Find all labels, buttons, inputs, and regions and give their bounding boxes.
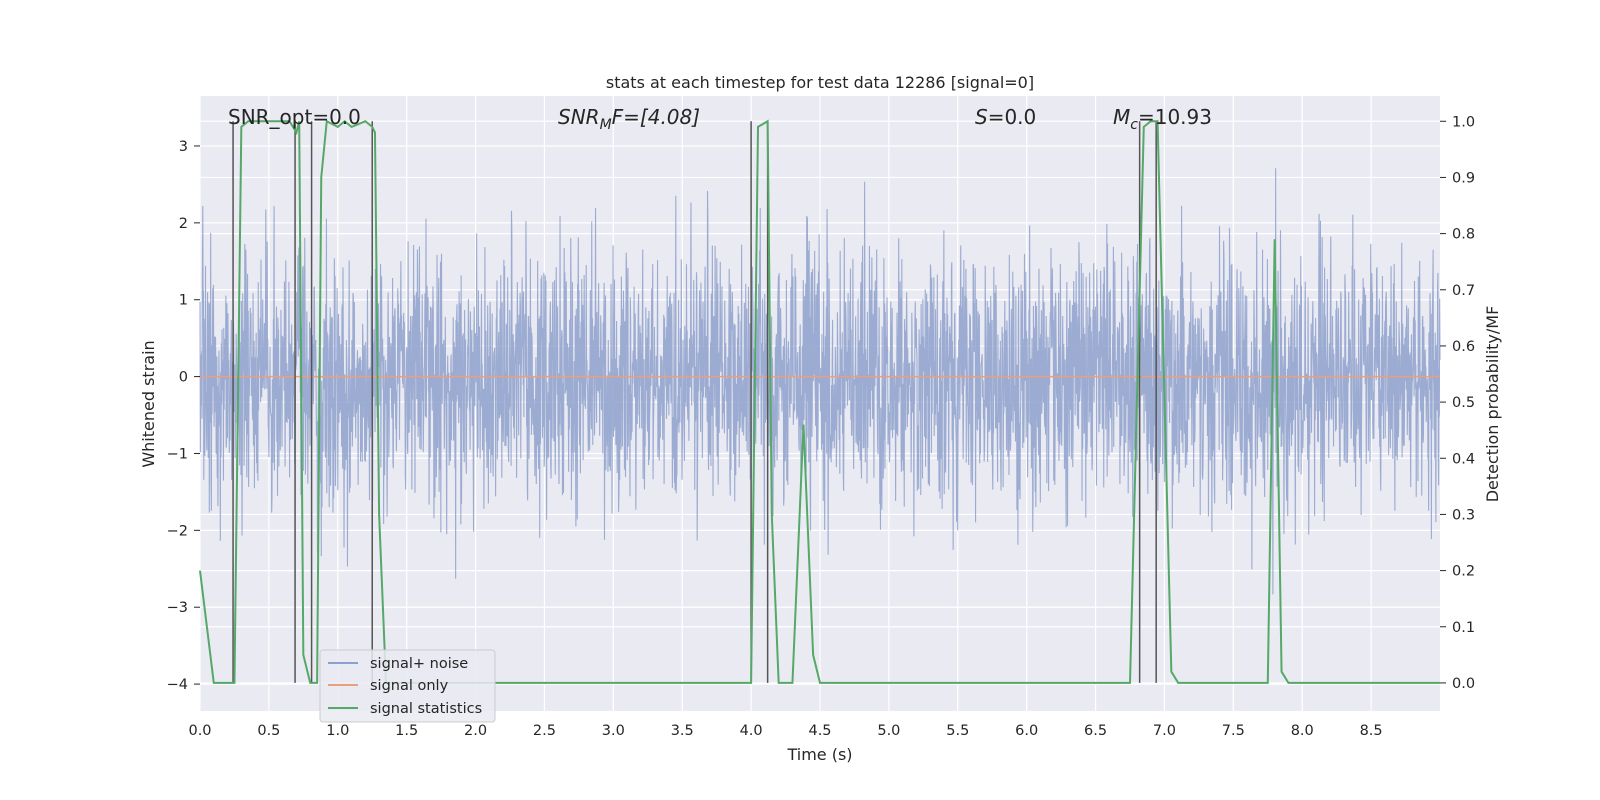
legend-label-signal-noise: signal+ noise: [370, 656, 468, 672]
annotation-snr-mf: SNRMF=[4.08]: [558, 105, 700, 133]
y-right-tick-label-0: 1.0: [1452, 114, 1475, 130]
y-right-tick-label-6: 0.4: [1452, 451, 1475, 467]
chart-title: stats at each timestep for test data 122…: [606, 73, 1034, 92]
snr-mf-rest: F=[4.08]: [612, 105, 700, 129]
y-tick-label-5: −2: [167, 523, 188, 539]
annotation-snr-opt: SNR_opt=0.0: [228, 105, 361, 129]
x-tick-label-8: 4.0: [740, 723, 763, 739]
s-var: S: [975, 105, 988, 129]
x-tick-label-14: 7.0: [1153, 723, 1176, 739]
x-tick-label-12: 6.0: [1015, 723, 1038, 739]
y-right-tick-label-8: 0.2: [1452, 564, 1475, 580]
mc-sub: c: [1130, 117, 1138, 133]
y-right-tick-label-1: 0.9: [1452, 170, 1475, 186]
x-tick-label-7: 3.5: [671, 723, 694, 739]
y-axis-right-label: Detection probability/MF: [1483, 306, 1502, 503]
x-tick-label-13: 6.5: [1084, 723, 1107, 739]
mc-rest: =10.93: [1138, 105, 1212, 129]
signal-noise-series: [199, 168, 1441, 595]
y-right-tick-label-5: 0.5: [1452, 395, 1475, 411]
y-axis-label: Whitened strain: [139, 340, 158, 467]
y-tick-label-3: 0: [179, 370, 188, 386]
annotation-mc: Mc=10.93: [1113, 105, 1212, 133]
y-tick-label-7: −4: [167, 677, 188, 693]
y-tick-label-4: −1: [167, 446, 188, 462]
signal-statistics-series: [199, 119, 1440, 684]
snr-mf-base: SNR: [558, 105, 600, 129]
y-tick-label-1: 2: [179, 216, 188, 232]
y-right-tick-label-4: 0.6: [1452, 339, 1475, 355]
x-tick-label-17: 8.5: [1360, 723, 1383, 739]
y-axis-right-ticks: 1.0 0.9 0.8 0.7 0.6 0.5 0.4 0.3 0.2 0.1 0.0: [1440, 114, 1475, 692]
y-tick-label-0: 3: [179, 139, 188, 155]
event-lines: [232, 121, 1157, 683]
x-tick-label-5: 2.5: [533, 723, 556, 739]
y-tick-label-6: −3: [167, 600, 188, 616]
y-right-tick-label-3: 0.7: [1452, 283, 1475, 299]
x-tick-label-16: 8.0: [1291, 723, 1314, 739]
x-tick-label-10: 5.0: [877, 723, 900, 739]
y-tick-label-2: 1: [179, 293, 188, 309]
legend-label-signal-statistics: signal statistics: [370, 701, 482, 717]
x-tick-label-6: 3.0: [602, 723, 625, 739]
legend: signal+ noise signal only signal statist…: [319, 649, 496, 723]
x-tick-label-2: 1.0: [326, 723, 349, 739]
x-axis-ticks: 0.0 0.5 1.0 1.5 2.0 2.5 3.0 3.5 4.0 4.5 5.0 5.5 6.0 6…: [188, 723, 1382, 739]
snr-mf-sub: M: [600, 117, 612, 133]
y-right-tick-label-7: 0.3: [1452, 507, 1475, 523]
signal-statistics-line: [199, 119, 1440, 684]
y-right-tick-label-9: 0.1: [1452, 620, 1475, 636]
annotation-s: S=0.0: [975, 105, 1036, 129]
y-axis-ticks: 3 2 1 0 −1 −2 −3 −4: [167, 139, 200, 693]
x-tick-label-1: 0.5: [257, 723, 280, 739]
x-tick-label-15: 7.5: [1222, 723, 1245, 739]
legend-label-signal-only: signal only: [370, 678, 449, 694]
legend-box: [319, 649, 496, 723]
x-tick-label-3: 1.5: [395, 723, 418, 739]
x-tick-label-4: 2.0: [464, 723, 487, 739]
x-tick-label-0: 0.0: [188, 723, 211, 739]
signal-noise-line: [199, 168, 1441, 595]
x-axis-label: Time (s): [786, 745, 852, 764]
x-tick-label-11: 5.5: [946, 723, 969, 739]
s-rest: =0.0: [988, 105, 1037, 129]
x-tick-label-9: 4.5: [808, 723, 831, 739]
mc-var: M: [1113, 105, 1130, 129]
y-right-tick-label-10: 0.0: [1452, 676, 1475, 692]
y-right-tick-label-2: 0.8: [1452, 227, 1475, 243]
